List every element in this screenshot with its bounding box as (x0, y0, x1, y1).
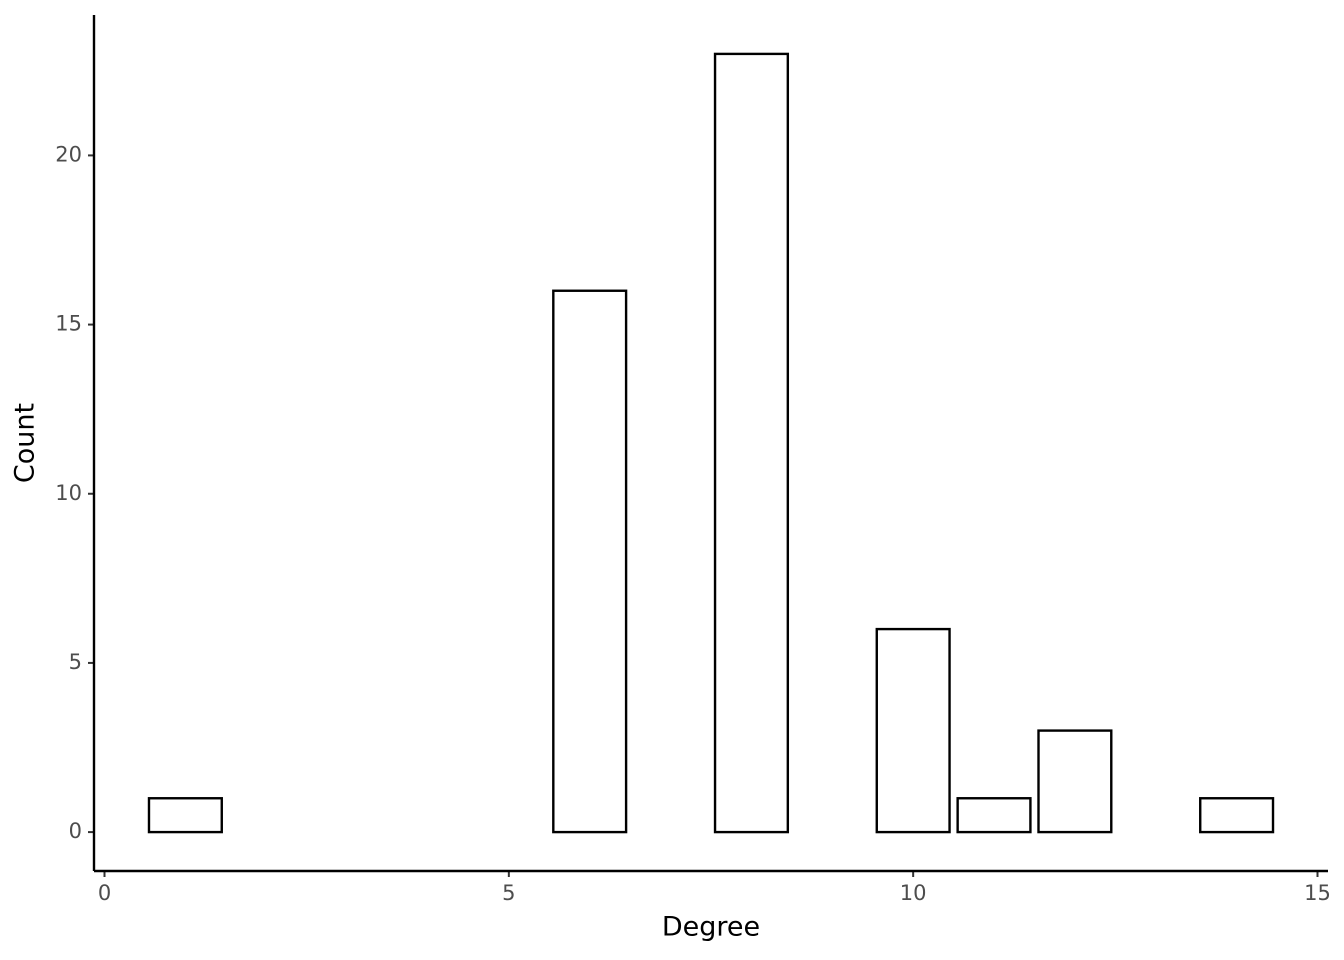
x-tick-label: 5 (502, 881, 515, 905)
y-axis-title: Count (10, 403, 41, 483)
y-tick-label: 5 (69, 650, 82, 674)
x-axis-title: Degree (662, 912, 760, 943)
x-tick-label: 0 (98, 881, 111, 905)
bar (1037, 729, 1113, 834)
bar (1199, 797, 1275, 834)
bar (552, 289, 628, 834)
y-tick-label: 15 (55, 312, 82, 336)
x-tick-label: 10 (900, 881, 927, 905)
bar (147, 797, 223, 834)
bar (875, 627, 951, 834)
x-tick-label: 15 (1304, 881, 1331, 905)
y-tick-label: 10 (55, 481, 82, 505)
y-tick-label: 20 (55, 142, 82, 166)
bar (956, 797, 1032, 834)
y-tick-label: 0 (69, 819, 82, 843)
bar (713, 52, 790, 834)
